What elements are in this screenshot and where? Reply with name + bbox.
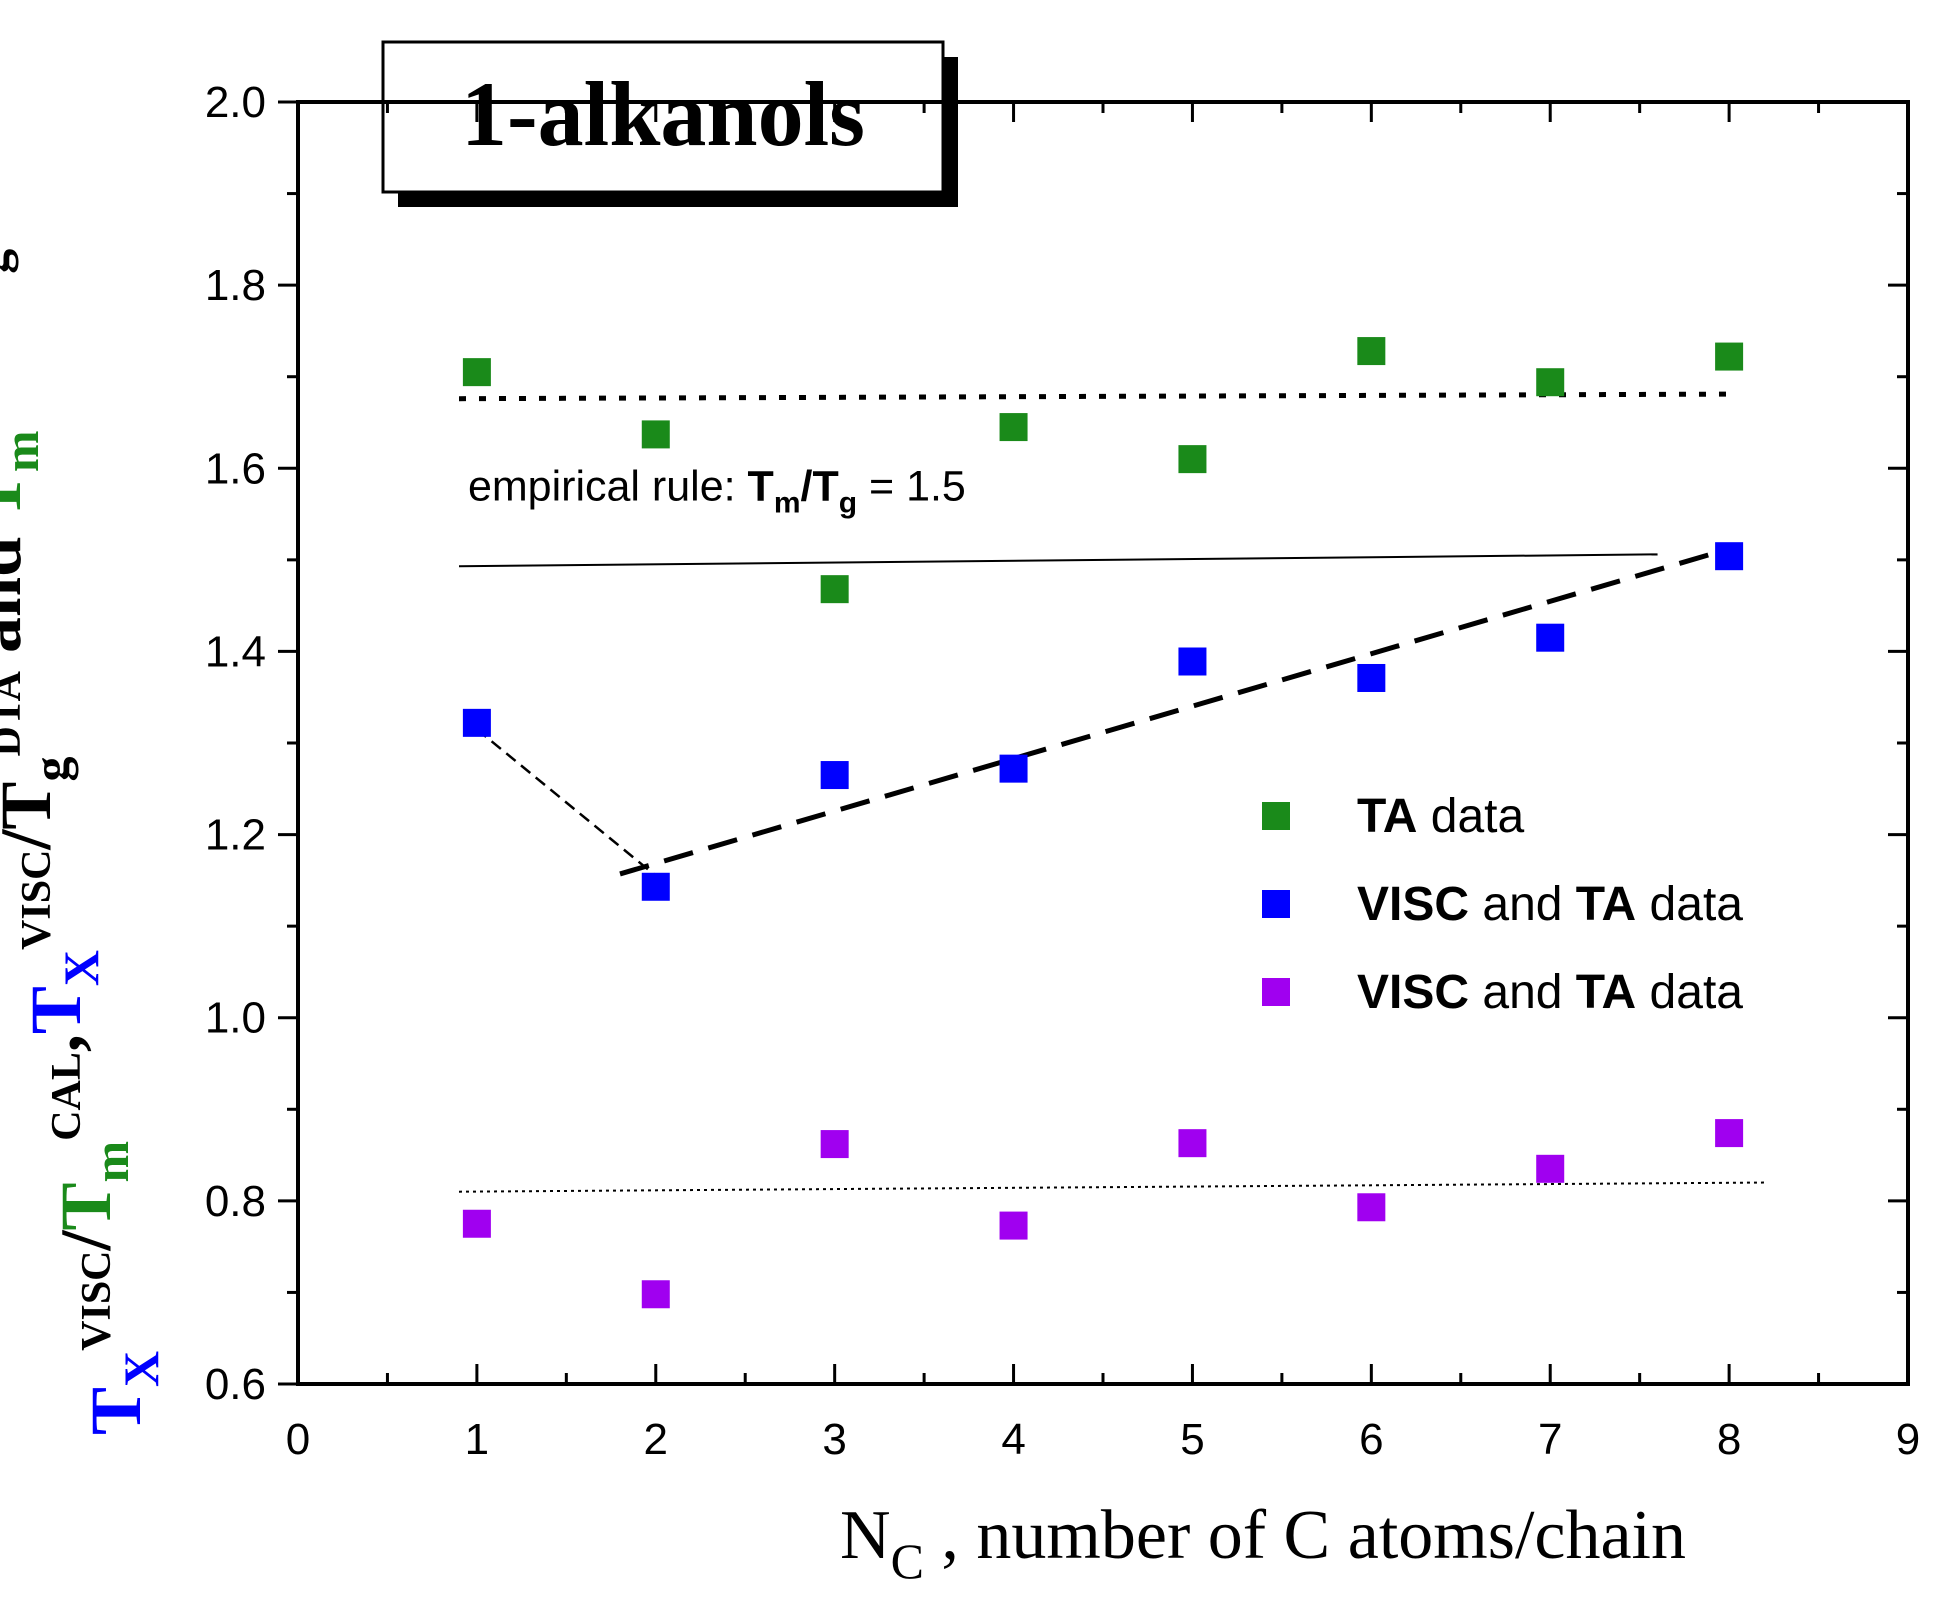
x-tick-label: 9 (1896, 1415, 1920, 1464)
data-point-series-1 (999, 754, 1028, 783)
data-point-series-2 (999, 1211, 1028, 1240)
legend: TA data VISC and TA data VISC and TA dat… (1262, 790, 1743, 1019)
y-label-part: VISC (74, 1250, 120, 1350)
x-tick-label: 3 (822, 1415, 846, 1464)
annotation-sub-m: m (774, 486, 801, 519)
data-point-series-2 (462, 1209, 491, 1238)
y-label-part: /T (0, 274, 6, 343)
x-tick-label: 8 (1717, 1415, 1741, 1464)
legend-swatch-ta (1262, 802, 1290, 830)
y-label-part: X (53, 950, 109, 986)
y-tick-label: 0.8 (205, 1177, 266, 1226)
y-label-part: T (16, 986, 96, 1034)
x-tick-label: 4 (1001, 1415, 1025, 1464)
chart-title: 1-alkanols (461, 63, 865, 165)
annotation-t1: T (748, 462, 774, 510)
data-point-series-1 (820, 761, 849, 790)
data-point-series-1 (1357, 663, 1386, 692)
data-point-series-0 (1357, 337, 1386, 366)
y-label-part: T (46, 1182, 126, 1230)
legend-label-visc-ta-blue: VISC and TA data (1357, 878, 1743, 931)
x-tick-label: 2 (644, 1415, 668, 1464)
y-label-part: and (0, 520, 36, 671)
data-point-series-2 (1178, 1129, 1207, 1158)
x-tick-label: 1 (465, 1415, 489, 1464)
x-tick-label: 5 (1180, 1415, 1204, 1464)
axes: 0 1 2 3 4 5 6 7 8 9 0.6 0.8 1.0 1.2 1.4 1.6 1.8 2.0 (205, 78, 1920, 1464)
data-point-series-0 (641, 420, 670, 449)
y-label-part: VISC (14, 850, 60, 950)
fit-line (476, 728, 657, 877)
y-tick-label: 1.4 (205, 627, 266, 676)
data-point-series-0 (999, 413, 1028, 442)
y-label-part: /T (0, 782, 66, 851)
data-point-series-1 (641, 872, 670, 901)
annotation-sub-g: g (839, 486, 857, 519)
y-tick-label: 1.2 (205, 811, 266, 860)
data-point-series-0 (462, 358, 491, 387)
y-label-part: g (23, 757, 79, 782)
annotation-rest: = 1.5 (857, 462, 966, 510)
annotation-t2: T (812, 462, 838, 510)
data-point-series-2 (1536, 1154, 1565, 1183)
y-label-part: m (0, 431, 49, 473)
data-point-series-2 (1357, 1193, 1386, 1222)
data-point-series-0 (820, 575, 849, 604)
y-label-part: X (113, 1351, 169, 1387)
data-point-series-0 (1536, 368, 1565, 397)
legend-label-ta: TA data (1357, 790, 1524, 843)
y-label-part: T (76, 1387, 156, 1435)
fit-line (458, 553, 1658, 568)
annotation-slash: / (801, 462, 813, 510)
y-tick-label: 1.0 (205, 994, 266, 1043)
x-tick-label: 7 (1538, 1415, 1562, 1464)
data-points (462, 337, 1744, 1309)
data-point-series-2 (1715, 1119, 1744, 1148)
y-tick-label: 1.8 (205, 261, 266, 310)
y-label-part: T (0, 472, 36, 520)
y-tick-label: 2.0 (205, 78, 266, 127)
y-axis-label: TXVISC/TmCAL,TXVISC/TgDTA and TmCAL/TgDT… (0, 163, 169, 1435)
fit-line (619, 546, 1730, 877)
y-tick-label: 1.6 (205, 444, 266, 493)
data-point-series-1 (462, 708, 491, 737)
x-tick-label: 6 (1359, 1415, 1383, 1464)
x-tick-label: 0 (286, 1415, 310, 1464)
plot-frame (296, 100, 1910, 1386)
y-label-part: / (46, 1229, 126, 1251)
data-point-series-0 (1715, 342, 1744, 371)
legend-label-visc-ta-violet: VISC and TA data (1357, 966, 1743, 1019)
y-tick-label: 0.6 (205, 1360, 266, 1409)
x-axis-label: NC , number of C atoms/chain (840, 1497, 1686, 1589)
y-label-part: m (83, 1141, 139, 1183)
data-point-series-1 (1178, 647, 1207, 676)
data-point-series-1 (1715, 542, 1744, 571)
legend-swatch-visc-ta-blue (1262, 890, 1290, 918)
data-point-series-1 (1536, 623, 1565, 652)
empirical-rule-annotation: empirical rule: Tm/Tg = 1.5 (468, 462, 966, 519)
y-label-part: g (0, 249, 19, 274)
data-point-series-0 (1178, 445, 1207, 474)
fit-line (458, 1181, 1765, 1193)
annotation-prefix: empirical rule: (468, 462, 748, 510)
y-label-part: CAL (44, 1052, 90, 1141)
legend-swatch-visc-ta-violet (1262, 978, 1290, 1006)
y-label-part: DTA (0, 670, 30, 756)
data-point-series-2 (820, 1130, 849, 1159)
data-point-series-2 (641, 1280, 670, 1309)
y-label-part: , (16, 1034, 96, 1052)
fit-lines (458, 391, 1765, 1193)
